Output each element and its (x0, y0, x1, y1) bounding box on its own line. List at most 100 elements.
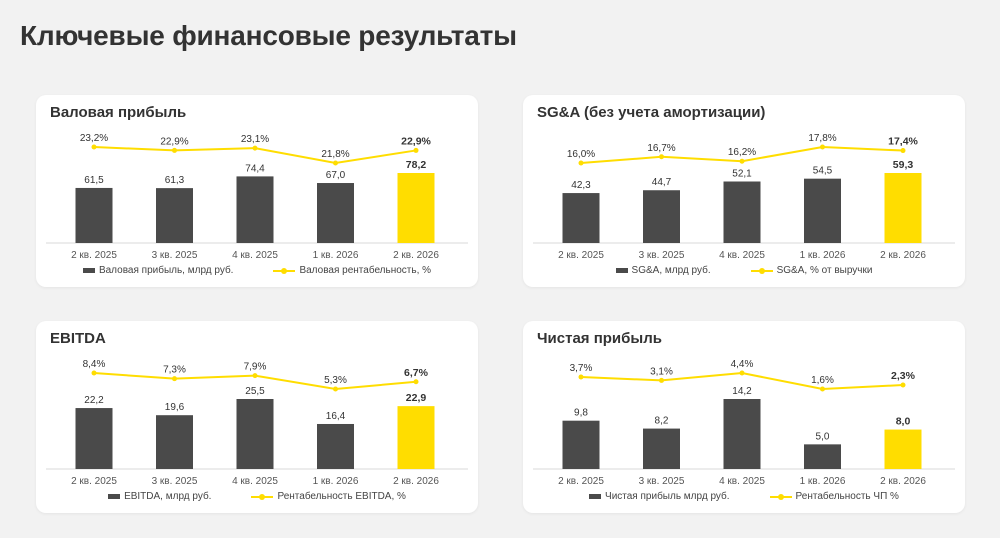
x-tick-label: 1 кв. 2026 (800, 476, 846, 487)
chart-plot: 9,8 2 кв. 2025 8,2 3 кв. 2025 14,2 4 кв. 2025… (533, 359, 955, 487)
chart-title: Валовая прибыль (50, 104, 187, 121)
legend-label: SG&A, млрд руб. (631, 265, 711, 276)
bar-data-label: 25,5 (245, 386, 265, 397)
x-tick-label: 3 кв. 2025 (152, 250, 198, 261)
bar-data-label: 78,2 (406, 159, 427, 171)
bar-data-label: 8,2 (655, 416, 669, 427)
x-tick-label: 2 кв. 2026 (393, 250, 439, 261)
bar-data-label: 59,3 (893, 159, 914, 171)
legend-label: Рентабельность ЧП % (795, 491, 899, 502)
line-data-label: 21,8% (321, 149, 349, 160)
legend-item-line: Рентабельность ЧП % (769, 491, 899, 502)
chart-legend: EBITDA, млрд руб. Рентабельность EBITDA,… (36, 491, 478, 502)
legend-item-bar: SG&A, млрд руб. (615, 265, 711, 276)
bar (75, 187, 113, 243)
line-point (578, 374, 584, 380)
x-tick-label: 1 кв. 2026 (313, 476, 359, 487)
bar-data-label: 44,7 (652, 177, 672, 188)
legend-label: Чистая прибыль млрд руб. (605, 491, 730, 502)
x-tick-label: 4 кв. 2025 (232, 476, 278, 487)
bar (643, 190, 680, 243)
chart-card-sga: SG&A (без учета амортизации) 42,3 2 кв. 2… (523, 95, 965, 287)
legend-swatch-line (273, 267, 296, 274)
line-point (413, 147, 419, 153)
line-point (252, 145, 258, 151)
x-tick-label: 3 кв. 2025 (639, 250, 685, 261)
bar (75, 408, 113, 469)
legend-label: Рентабельность EBITDA, % (277, 491, 406, 502)
bar (397, 173, 435, 243)
line-data-label: 8,4% (83, 359, 106, 370)
x-tick-label: 3 кв. 2025 (639, 476, 685, 487)
x-tick-label: 2 кв. 2025 (558, 476, 604, 487)
chart-card-gross-profit: Валовая прибыль 61,5 2 кв. 2025 61,3 3 кв. … (36, 95, 478, 287)
bar-data-label: 42,3 (571, 180, 591, 191)
bar (804, 444, 841, 469)
bar (236, 399, 274, 469)
bar-data-label: 16,4 (326, 411, 346, 422)
line-data-label: 3,7% (570, 363, 593, 374)
legend-label: EBITDA, млрд руб. (124, 491, 212, 502)
chart-plot: 42,3 2 кв. 2025 44,7 3 кв. 2025 52,1 4 кв. 20… (533, 133, 955, 261)
line-point (333, 160, 338, 166)
bar (643, 428, 680, 469)
line-data-label: 22,9% (160, 136, 188, 147)
line-point (820, 144, 825, 150)
line-data-label: 17,4% (888, 136, 918, 148)
legend-swatch-line (769, 493, 792, 500)
legend-item-bar: Валовая прибыль, млрд руб. (82, 265, 234, 276)
x-tick-label: 4 кв. 2025 (719, 250, 765, 261)
bar (317, 183, 354, 243)
line-point (91, 144, 97, 150)
line-data-label: 23,2% (80, 133, 108, 144)
legend-swatch-bar (589, 494, 602, 499)
chart-title: SG&A (без учета амортизации) (537, 104, 766, 121)
chart-legend: Валовая прибыль, млрд руб. Валовая рента… (36, 265, 478, 276)
chart-legend: Чистая прибыль млрд руб. Рентабельность … (523, 491, 965, 502)
legend-swatch-line (251, 493, 274, 500)
bar (397, 406, 435, 469)
line-point (820, 386, 825, 392)
line-data-label: 17,8% (808, 133, 836, 144)
legend-swatch-bar (108, 494, 121, 499)
line-data-label: 16,0% (567, 149, 595, 160)
legend-swatch-line (750, 267, 773, 274)
line-data-label: 16,7% (647, 143, 675, 154)
bar-data-label: 19,6 (165, 402, 185, 413)
x-tick-label: 1 кв. 2026 (313, 250, 359, 261)
bar (317, 423, 354, 469)
page-title: Ключевые финансовые результаты (20, 20, 517, 51)
chart-plot: 61,5 2 кв. 2025 61,3 3 кв. 2025 74,4 4 кв. 20… (46, 133, 468, 261)
bar-data-label: 22,9 (406, 392, 427, 404)
bar-data-label: 22,2 (84, 395, 104, 406)
x-tick-label: 3 кв. 2025 (152, 476, 198, 487)
bar (723, 399, 761, 469)
legend-swatch-bar (82, 268, 95, 273)
legend-label: Валовая прибыль, млрд руб. (98, 265, 234, 276)
bar (723, 181, 761, 243)
bar (562, 420, 600, 469)
bar (884, 173, 922, 243)
bar (236, 176, 274, 243)
bar-data-label: 8,0 (896, 416, 911, 428)
line-point (659, 154, 664, 160)
line-point (739, 370, 745, 376)
line-data-label: 22,9% (401, 135, 431, 147)
chart-card-ebitda: EBITDA 22,2 2 кв. 2025 19,6 3 кв. 2025 25,5 4… (36, 321, 478, 513)
line-data-label: 16,2% (728, 147, 756, 158)
line-data-label: 6,7% (404, 367, 429, 379)
bar (562, 193, 600, 243)
x-tick-label: 1 кв. 2026 (800, 250, 846, 261)
line-data-label: 2,3% (891, 370, 916, 382)
chart-plot: 22,2 2 кв. 2025 19,6 3 кв. 2025 25,5 4 кв. 20… (46, 359, 468, 487)
line-data-label: 3,1% (650, 366, 673, 377)
bar-data-label: 14,2 (732, 386, 752, 397)
x-tick-label: 4 кв. 2025 (719, 476, 765, 487)
legend-item-bar: EBITDA, млрд руб. (108, 491, 211, 502)
line-point (333, 386, 338, 392)
x-tick-label: 2 кв. 2025 (71, 250, 117, 261)
bar-data-label: 5,0 (816, 431, 830, 442)
line-point (252, 373, 258, 379)
bar-data-label: 54,5 (813, 166, 833, 177)
line-point (900, 382, 906, 388)
